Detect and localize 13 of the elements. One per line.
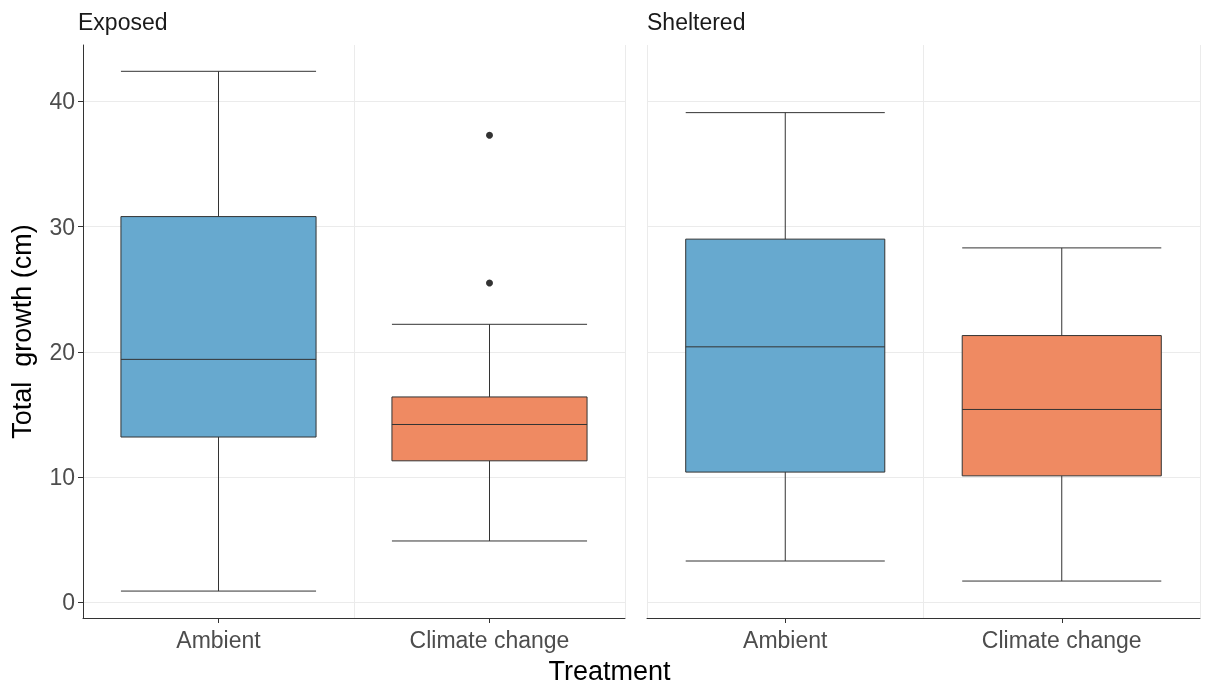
y-tick-label: 10 bbox=[49, 464, 75, 491]
y-tick-label: 30 bbox=[49, 213, 75, 240]
chart-title: Sheltered bbox=[647, 9, 746, 35]
y-axis-title: Total growth (cm) bbox=[6, 224, 37, 439]
chart-title: Exposed bbox=[78, 9, 168, 35]
x-tick-label: Ambient bbox=[176, 626, 262, 653]
y-tick-label: 20 bbox=[49, 338, 75, 365]
y-tick-label: 40 bbox=[49, 88, 75, 115]
y-tick-label: 0 bbox=[62, 589, 75, 616]
x-tick-label: Ambient bbox=[743, 626, 829, 653]
x-axis-title: Treatment bbox=[547, 656, 672, 687]
x-tick-label: Climate change bbox=[409, 626, 570, 653]
x-tick-label: Climate change bbox=[981, 626, 1142, 653]
